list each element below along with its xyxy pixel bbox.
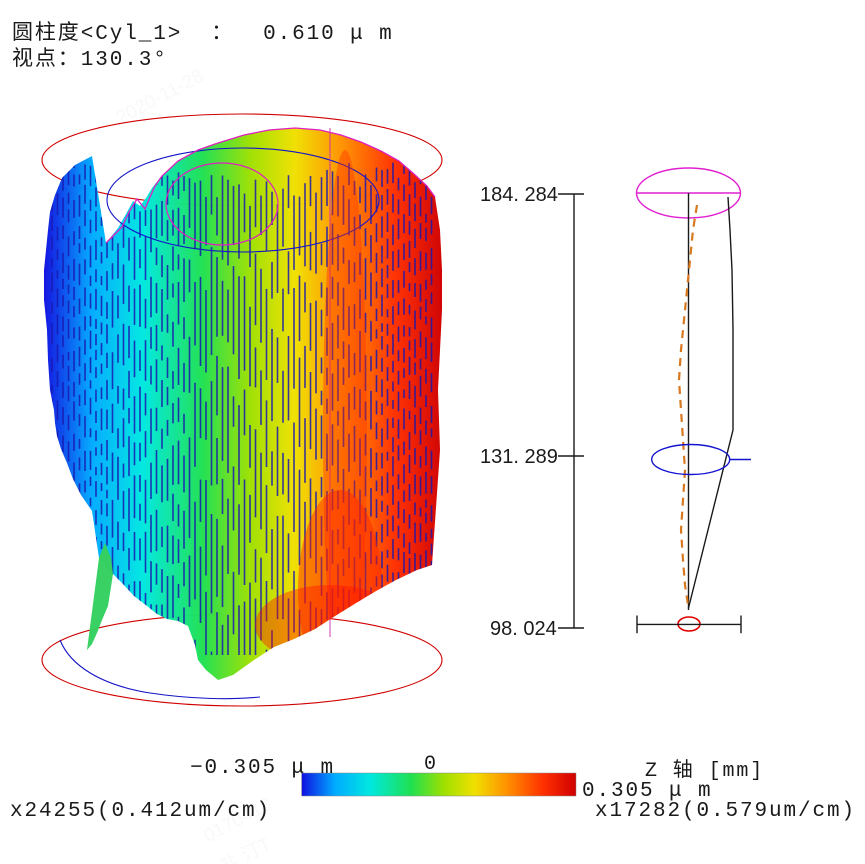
- svg-text:131. 289: 131. 289: [480, 446, 558, 468]
- svg-text:98. 024: 98. 024: [490, 618, 557, 640]
- svg-text:184. 284: 184. 284: [480, 184, 558, 206]
